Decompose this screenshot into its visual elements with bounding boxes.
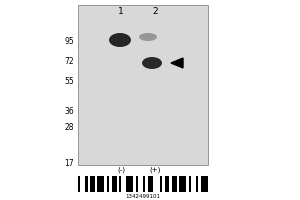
Ellipse shape [142,57,162,69]
Text: 28: 28 [64,123,74,132]
Text: 1: 1 [118,7,124,17]
Bar [146,176,148,192]
Bar [136,176,138,192]
Text: 2: 2 [152,7,158,17]
Bar [78,5,208,165]
Bar [191,176,196,192]
Bar [189,176,191,192]
Bar [104,176,107,192]
Ellipse shape [109,33,131,47]
Bar [196,176,198,192]
Bar [148,176,153,192]
Bar [80,176,85,192]
Polygon shape [171,58,183,68]
Bar [97,176,104,192]
Text: 55: 55 [64,77,74,86]
Bar [172,176,177,192]
Bar [179,176,186,192]
Bar [160,176,162,192]
Bar [126,176,134,192]
Bar [138,176,143,192]
Bar [169,176,172,192]
Bar [153,176,160,192]
Bar [198,176,201,192]
Bar [78,176,80,192]
Bar [162,176,165,192]
Bar [85,176,88,192]
Text: 72: 72 [64,58,74,66]
Bar [109,176,112,192]
Text: (-): (-) [117,167,125,173]
Bar [95,176,97,192]
Bar [143,176,146,192]
Bar [165,176,170,192]
Bar [116,176,119,192]
Text: 95: 95 [64,38,74,46]
Bar [112,176,116,192]
Bar [88,176,90,192]
Bar [90,176,95,192]
Text: 36: 36 [64,108,74,116]
Bar [107,176,109,192]
Text: 17: 17 [64,158,74,168]
Bar [201,176,208,192]
Bar [119,176,121,192]
Bar [177,176,179,192]
Text: (+): (+) [149,167,161,173]
Ellipse shape [139,33,157,41]
Bar [121,176,126,192]
Bar [134,176,136,192]
Bar [186,176,189,192]
Text: 1342499101: 1342499101 [125,194,160,199]
